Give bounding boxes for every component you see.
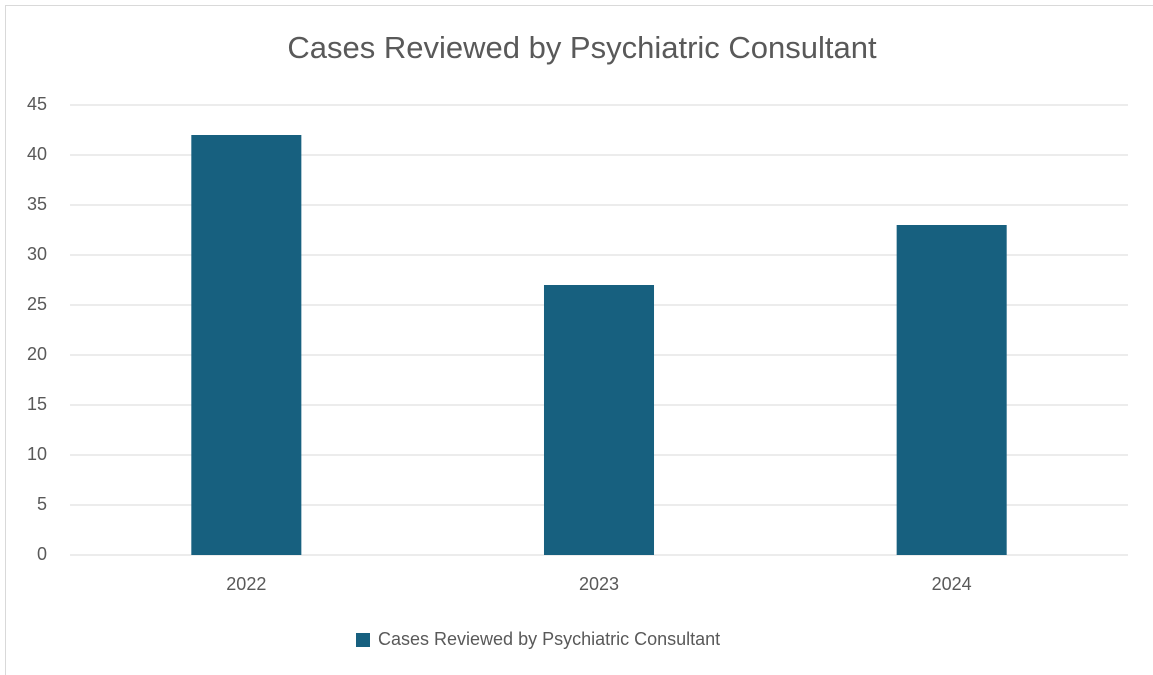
x-tick-label: 2023 <box>579 574 619 594</box>
y-tick-label: 0 <box>37 544 47 564</box>
y-tick-label: 40 <box>27 144 47 164</box>
y-tick-label: 45 <box>27 94 47 114</box>
y-tick-label: 20 <box>27 344 47 364</box>
y-tick-label: 10 <box>27 444 47 464</box>
bar <box>896 225 1007 555</box>
y-tick-label: 25 <box>27 294 47 314</box>
x-tick-label: 2024 <box>932 574 972 594</box>
bar <box>191 135 302 555</box>
legend-label: Cases Reviewed by Psychiatric Consultant <box>378 629 720 649</box>
chart-title: Cases Reviewed by Psychiatric Consultant <box>287 30 877 65</box>
y-tick-label: 35 <box>27 194 47 214</box>
y-tick-label: 15 <box>27 394 47 414</box>
bar <box>543 285 655 555</box>
legend-swatch <box>356 633 370 647</box>
y-tick-label: 30 <box>27 244 47 264</box>
y-tick-label: 5 <box>37 494 47 514</box>
x-tick-label: 2022 <box>226 574 266 594</box>
